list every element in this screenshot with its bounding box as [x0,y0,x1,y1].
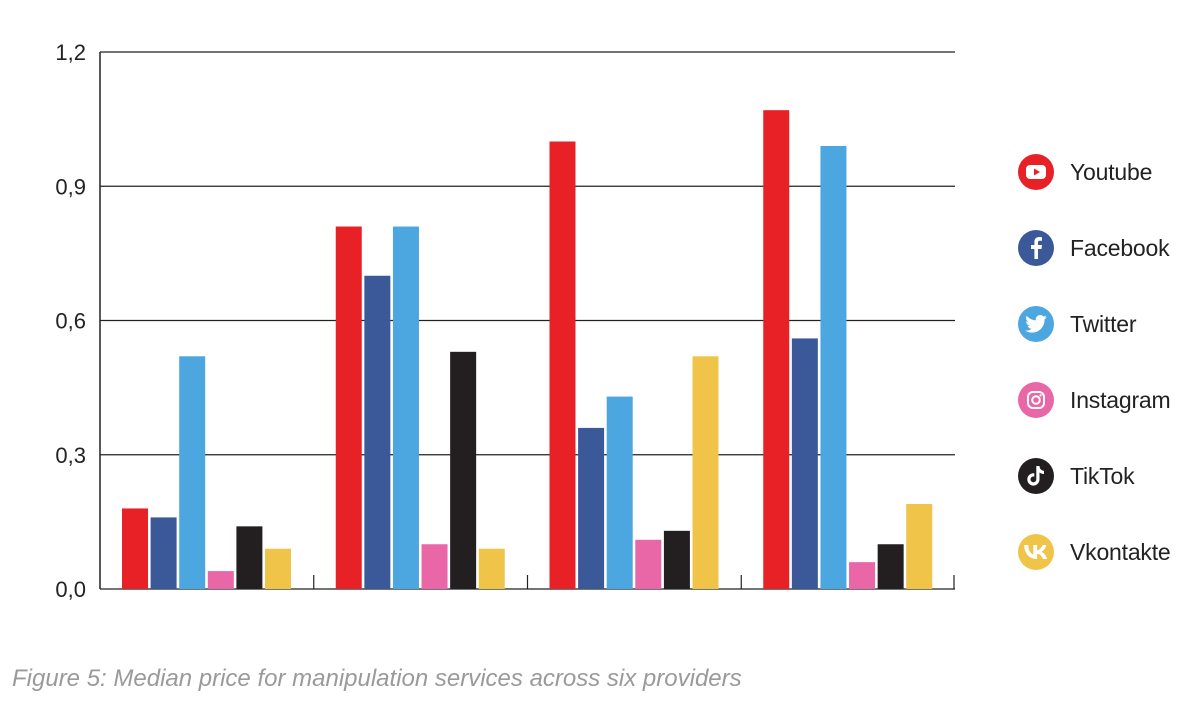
y-tick-label: 0,3 [55,443,86,468]
y-tick-label: 0,6 [55,309,86,334]
bar-vkontakte [265,548,291,589]
bar-instagram [635,539,662,589]
legend-item-facebook: Facebook [1018,210,1198,286]
twitter-icon [1018,306,1054,342]
tiktok-icon [1018,458,1054,494]
y-axis-ticks: 0,0 0,3 0,6 0,9 1,2 [55,40,86,602]
legend-item-youtube: Youtube [1018,134,1198,210]
bar-twitter [606,396,633,589]
bar-twitter [820,145,847,589]
y-tick-label: 0,9 [55,174,86,199]
y-tick-label: 0,0 [55,577,86,602]
legend-label-twitter: Twitter [1070,310,1137,337]
legend-item-vkontakte: Vkontakte [1018,514,1198,590]
bar-facebook [150,517,177,589]
bar-twitter [179,356,206,589]
legend-item-instagram: Instagram [1018,362,1198,438]
bar-instagram [849,562,876,589]
legend-label-instagram: Instagram [1070,386,1171,413]
legend-item-twitter: Twitter [1018,286,1198,362]
bars [122,110,933,590]
legend-item-tiktok: TikTok [1018,438,1198,514]
facebook-icon [1018,230,1054,266]
legend-label-facebook: Facebook [1070,234,1170,261]
bar-instagram [421,544,448,589]
bar-facebook [791,338,818,589]
bar-facebook [364,275,391,589]
vkontakte-icon [1018,534,1054,570]
x-axis [313,575,955,589]
legend-label-tiktok: TikTok [1070,462,1135,489]
bar-instagram [207,571,234,589]
bar-tiktok [877,544,904,589]
bar-chart: 0,0 0,3 0,6 0,9 1,2 [55,40,955,602]
bar-tiktok [236,526,263,589]
bar-facebook [578,427,605,589]
legend-label-vkontakte: Vkontakte [1070,538,1171,565]
bar-tiktok [663,530,690,589]
instagram-icon [1018,382,1054,418]
bar-twitter [392,226,419,589]
bar-youtube [549,141,576,589]
bar-vkontakte [906,503,933,589]
bar-youtube [763,110,790,590]
legend-label-youtube: Youtube [1070,158,1153,185]
bar-tiktok [450,351,477,589]
figure-caption: Figure 5: Median price for manipulation … [12,665,742,692]
bar-vkontakte [478,548,505,589]
youtube-icon [1018,154,1054,190]
legend: Youtube Facebook Twitter Instagram TikTo… [1018,134,1198,590]
bar-youtube [335,226,362,589]
y-tick-label: 1,2 [55,40,86,65]
bar-youtube [122,508,148,589]
bar-vkontakte [692,356,719,589]
